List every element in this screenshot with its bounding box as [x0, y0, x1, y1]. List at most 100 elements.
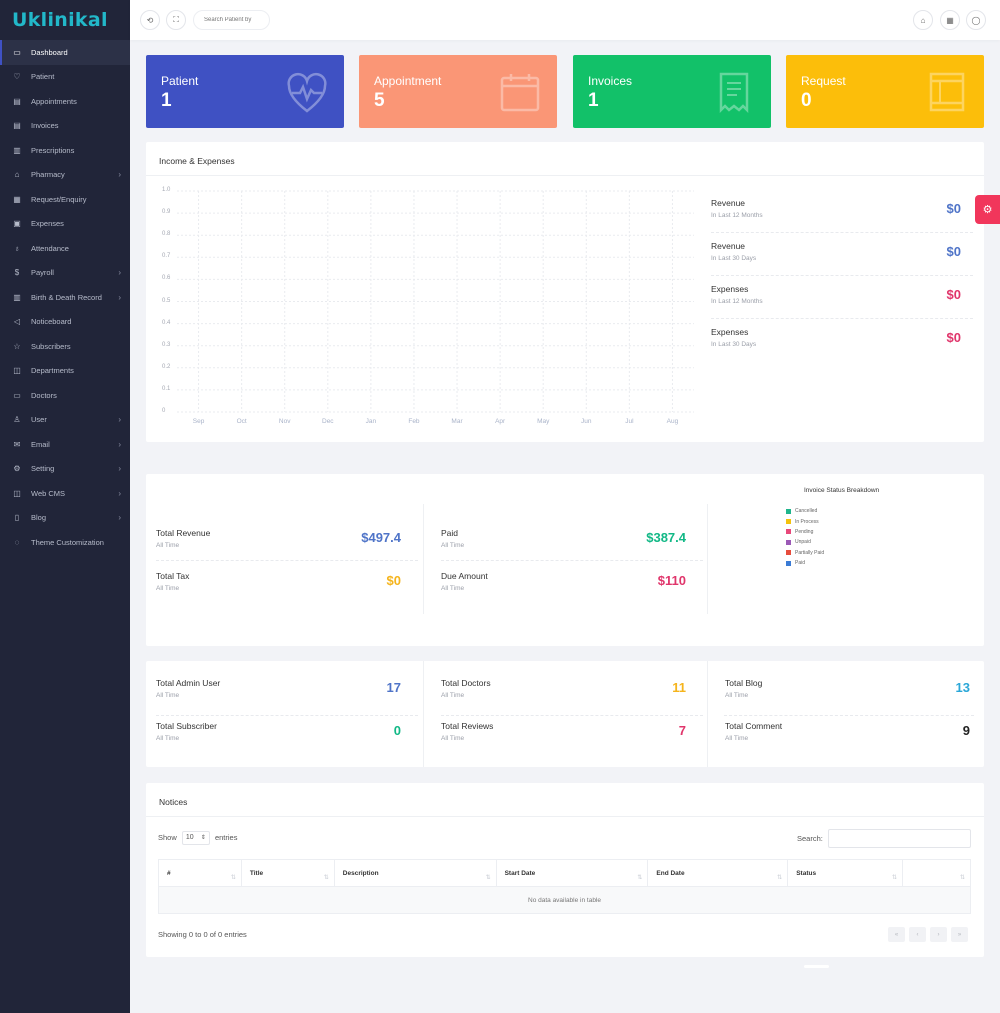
sidebar-item-doctors[interactable]: ▭ Doctors	[0, 383, 130, 408]
sidebar-item-email[interactable]: ✉ Email ›	[0, 432, 130, 457]
legend-item[interactable]: Unpaid	[786, 537, 824, 547]
sidebar-item-departments[interactable]: ◫ Departments	[0, 359, 130, 384]
metric-period: All Time	[156, 692, 180, 699]
legend-item[interactable]: Cancelled	[786, 506, 824, 516]
invoice-breakdown-title: Invoice Status Breakdown	[804, 487, 880, 494]
summary-title: Expenses	[711, 327, 749, 337]
income-expenses-title: Income & Expenses	[159, 156, 235, 166]
summary-period: In Last 30 Days	[711, 341, 757, 348]
sidebar-item-pharmacy[interactable]: ⌂ Pharmacy ›	[0, 163, 130, 188]
legend-item[interactable]: Paid	[786, 558, 824, 568]
column-header[interactable]: # ⇅	[158, 859, 242, 887]
panel-divider	[146, 816, 984, 817]
stat-card-appointment[interactable]: Appointment 5	[359, 55, 557, 128]
toggle-icon: ⟲	[146, 15, 154, 25]
logo[interactable]: Uklinikal	[0, 0, 130, 40]
sidebar-item-label: Setting	[31, 464, 55, 474]
previous-page-button[interactable]: ‹	[909, 927, 926, 942]
metric-title: Total Tax	[156, 571, 190, 581]
sidebar-item-prescriptions[interactable]: ▥ Prescriptions	[0, 138, 130, 163]
gear-icon: ⚙	[13, 464, 21, 474]
stat-card-request[interactable]: Request 0	[786, 55, 984, 128]
stat-card-invoices[interactable]: Invoices 1	[573, 55, 771, 128]
heart-pulse-icon	[287, 72, 327, 113]
top-bar: ⟲ ⛶ ⌂ ▦ ◯	[130, 0, 1000, 40]
first-page-button[interactable]: «	[888, 927, 905, 942]
column-header[interactable]: Status ⇅	[787, 859, 904, 887]
sort-icon: ⇅	[777, 875, 783, 881]
sidebar-item-label: Blog	[31, 513, 47, 523]
sort-icon: ⇅	[892, 875, 898, 881]
fullscreen-button[interactable]: ⛶	[166, 10, 186, 30]
sidebar-item-label: Prescriptions	[31, 145, 75, 155]
y-tick-label: 0.3	[162, 341, 171, 348]
apps-button[interactable]: ▦	[940, 10, 960, 30]
summary-title: Revenue	[711, 198, 746, 208]
sidebar-item-birth-death-record[interactable]: ▥ Birth & Death Record ›	[0, 285, 130, 310]
request-icon	[929, 72, 965, 112]
heart-icon: ♡	[13, 72, 21, 82]
entries-select[interactable]: 10	[181, 831, 210, 845]
metric-value: 17	[386, 680, 401, 695]
panel-divider	[146, 175, 984, 176]
y-tick-label: 0.6	[162, 275, 171, 282]
x-tick-label: Feb	[408, 418, 420, 425]
y-tick-label: 1.0	[162, 187, 171, 193]
sidebar-item-invoices[interactable]: ▤ Invoices	[0, 114, 130, 139]
stat-card-patient[interactable]: Patient 1	[146, 55, 344, 128]
legend-item[interactable]: In Process	[786, 516, 824, 526]
metric-due-amount: Due Amount All Time $110	[441, 563, 706, 606]
x-tick-label: Mar	[451, 418, 463, 425]
column-divider	[707, 661, 708, 767]
sidebar-item-noticeboard[interactable]: ◁ Noticeboard	[0, 310, 130, 335]
y-tick-label: 0.1	[162, 385, 171, 392]
last-page-button[interactable]: »	[951, 927, 968, 942]
legend-swatch	[786, 519, 791, 525]
summary-period: In Last 12 Months	[711, 212, 763, 219]
sidebar-item-appointments[interactable]: ▤ Appointments	[0, 89, 130, 114]
sidebar-item-payroll[interactable]: $ Payroll ›	[0, 261, 130, 286]
column-header[interactable]: End Date ⇅	[647, 859, 789, 887]
revenue-summary-row: Revenue In Last 12 Months $0	[711, 190, 973, 233]
sidebar-item-web-cms[interactable]: ◫ Web CMS ›	[0, 481, 130, 506]
revenue-summary-row: Expenses In Last 30 Days $0	[711, 319, 973, 362]
sidebar-item-subscribers[interactable]: ☆ Subscribers	[0, 334, 130, 359]
sidebar-item-request-enquiry[interactable]: ▦ Request/Enquiry	[0, 187, 130, 212]
metric-value: 0	[393, 723, 401, 738]
metric-value: $110	[657, 573, 686, 588]
home-button[interactable]: ⌂	[913, 10, 933, 30]
sidebar-item-patient[interactable]: ♡ Patient	[0, 65, 130, 90]
sidebar-item-attendance[interactable]: ♁ Attendance	[0, 236, 130, 261]
y-tick-label: 0.8	[162, 231, 171, 238]
legend-swatch	[786, 550, 791, 556]
metric-period: All Time	[725, 692, 749, 699]
sidebar-toggle-button[interactable]: ⟲	[140, 10, 160, 30]
sidebar-item-user[interactable]: ♙ User ›	[0, 408, 130, 433]
next-page-button[interactable]: ›	[930, 927, 947, 942]
sidebar-item-theme-customization[interactable]: ◌ Theme Customization	[0, 530, 130, 555]
sidebar-item-setting[interactable]: ⚙ Setting ›	[0, 457, 130, 482]
legend-item[interactable]: Partially Paid	[786, 548, 824, 558]
column-divider	[423, 504, 424, 614]
patient-search-input[interactable]	[193, 10, 270, 30]
column-header[interactable]: ⇅	[902, 859, 971, 887]
dollar-icon: $	[14, 268, 20, 278]
theme-settings-button[interactable]: ⚙	[975, 195, 1000, 224]
column-header[interactable]: Title ⇅	[240, 859, 335, 887]
legend-item[interactable]: Pending	[786, 527, 824, 537]
sidebar-item-expenses[interactable]: ▣ Expenses	[0, 212, 130, 237]
sidebar-item-label: Email	[31, 439, 50, 449]
sidebar-item-blog[interactable]: ▯ Blog ›	[0, 506, 130, 531]
chevron-right-icon: ›	[118, 439, 121, 449]
sidebar-item-label: Payroll	[31, 268, 54, 278]
y-tick-label: 0.5	[162, 297, 171, 304]
profile-button[interactable]: ◯	[966, 10, 986, 30]
metric-period: All Time	[441, 585, 465, 592]
entries-value: 10	[185, 834, 194, 841]
column-header-label: Description	[342, 869, 379, 877]
sidebar-nav: ▭ Dashboard ♡ Patient ▤ Appointments ▤ Invoices…	[0, 40, 130, 555]
table-search-input[interactable]	[828, 829, 971, 848]
column-header[interactable]: Description ⇅	[333, 859, 497, 887]
sidebar-item-dashboard[interactable]: ▭ Dashboard	[0, 40, 130, 65]
column-header[interactable]: Start Date ⇅	[495, 859, 649, 887]
